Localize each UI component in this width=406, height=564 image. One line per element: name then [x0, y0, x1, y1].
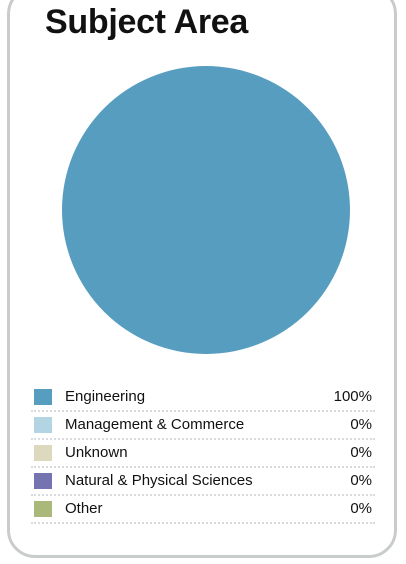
- legend-label: Unknown: [65, 444, 128, 461]
- legend-value: 0%: [350, 472, 372, 489]
- legend-label: Natural & Physical Sciences: [65, 472, 253, 489]
- legend-swatch: [34, 389, 52, 405]
- legend-item: Engineering 100%: [31, 384, 375, 412]
- legend-item: Other 0%: [31, 496, 375, 524]
- pie-chart: [62, 66, 350, 354]
- legend-swatch: [34, 473, 52, 489]
- legend-label: Management & Commerce: [65, 416, 245, 433]
- legend-label: Engineering: [65, 388, 146, 405]
- pie-slice-engineering: [62, 66, 350, 354]
- legend-item: Natural & Physical Sciences 0%: [31, 468, 375, 496]
- legend-item: Management & Commerce 0%: [31, 412, 375, 440]
- chart-title: Subject Area: [45, 3, 248, 41]
- legend-swatch: [34, 417, 52, 433]
- legend-swatch: [34, 445, 52, 461]
- legend-value: 0%: [350, 444, 372, 461]
- legend-item: Unknown 0%: [31, 440, 375, 468]
- legend-value: 100%: [333, 388, 372, 405]
- legend-label: Other: [65, 500, 103, 517]
- chart-legend: Engineering 100% Management & Commerce 0…: [31, 384, 375, 524]
- legend-swatch: [34, 501, 52, 517]
- legend-value: 0%: [350, 416, 372, 433]
- legend-value: 0%: [350, 500, 372, 517]
